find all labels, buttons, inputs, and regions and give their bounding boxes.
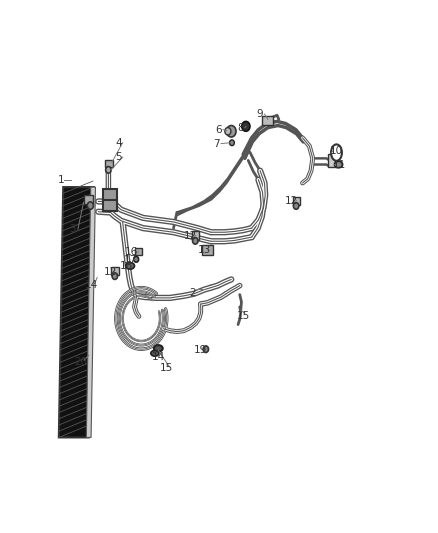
Text: 9: 9: [257, 109, 263, 119]
Text: 12: 12: [285, 197, 298, 206]
Ellipse shape: [335, 161, 343, 168]
FancyBboxPatch shape: [202, 245, 212, 255]
Text: 15: 15: [159, 364, 173, 374]
Polygon shape: [86, 187, 95, 438]
Polygon shape: [59, 187, 94, 438]
Circle shape: [193, 238, 198, 244]
Text: 14: 14: [152, 352, 165, 362]
Text: 19: 19: [194, 345, 207, 356]
FancyBboxPatch shape: [192, 231, 199, 240]
Ellipse shape: [151, 350, 159, 356]
FancyBboxPatch shape: [293, 197, 300, 205]
FancyBboxPatch shape: [328, 154, 337, 167]
FancyBboxPatch shape: [135, 248, 142, 255]
Text: 2: 2: [189, 288, 195, 298]
FancyBboxPatch shape: [103, 200, 117, 211]
Text: 12: 12: [184, 231, 197, 241]
FancyBboxPatch shape: [84, 195, 93, 204]
FancyBboxPatch shape: [103, 189, 117, 202]
Text: 15: 15: [237, 311, 250, 321]
Circle shape: [225, 127, 231, 135]
Text: 3: 3: [70, 224, 76, 235]
Text: 13: 13: [198, 245, 211, 255]
Ellipse shape: [126, 263, 134, 269]
Circle shape: [134, 256, 138, 262]
Text: 17: 17: [124, 255, 137, 265]
Circle shape: [106, 166, 111, 173]
Text: 7: 7: [213, 139, 219, 149]
Circle shape: [87, 202, 93, 209]
Text: 18: 18: [120, 261, 133, 271]
Circle shape: [242, 122, 250, 131]
Circle shape: [226, 126, 236, 137]
FancyBboxPatch shape: [262, 116, 273, 125]
Ellipse shape: [154, 345, 162, 352]
Circle shape: [293, 203, 299, 209]
Text: 8: 8: [237, 123, 244, 133]
Circle shape: [230, 140, 234, 146]
Text: 16: 16: [125, 247, 138, 256]
Text: 12: 12: [103, 266, 117, 277]
Text: 4: 4: [115, 138, 122, 148]
Ellipse shape: [331, 144, 342, 161]
Text: 10: 10: [330, 146, 343, 156]
FancyBboxPatch shape: [105, 160, 113, 167]
Circle shape: [203, 346, 208, 352]
Text: 14: 14: [85, 280, 98, 290]
Text: 5: 5: [115, 152, 122, 162]
FancyBboxPatch shape: [111, 266, 119, 275]
Text: 1: 1: [58, 175, 64, 185]
Text: 20: 20: [74, 357, 87, 367]
Circle shape: [112, 273, 117, 279]
Text: 6: 6: [215, 125, 222, 135]
Text: 11: 11: [333, 160, 346, 171]
